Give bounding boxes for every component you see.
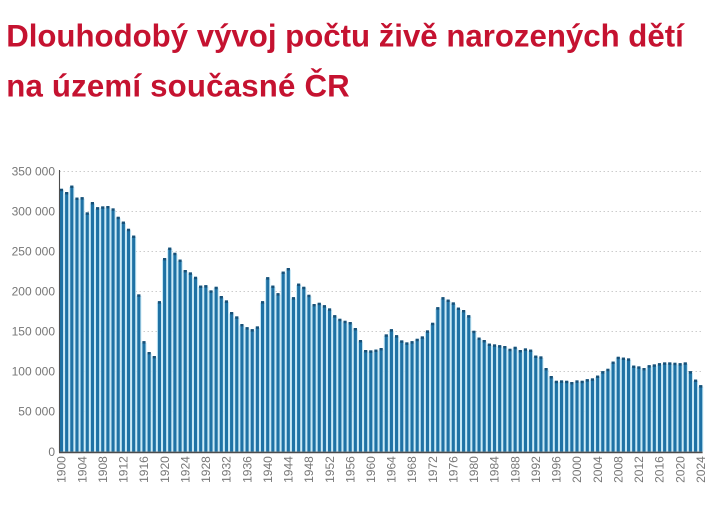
svg-text:50 000: 50 000 [18, 405, 55, 419]
svg-text:1908: 1908 [96, 456, 110, 483]
svg-text:2000: 2000 [570, 456, 584, 483]
svg-text:1920: 1920 [158, 456, 172, 483]
svg-text:1964: 1964 [385, 456, 399, 483]
svg-text:2012: 2012 [632, 456, 646, 483]
svg-text:1940: 1940 [261, 456, 275, 483]
svg-text:1924: 1924 [178, 456, 192, 483]
svg-text:300 000: 300 000 [12, 205, 56, 219]
svg-text:0: 0 [48, 445, 55, 459]
svg-text:1912: 1912 [117, 456, 131, 483]
svg-text:1988: 1988 [508, 456, 522, 483]
svg-text:2004: 2004 [591, 456, 605, 483]
svg-text:1984: 1984 [488, 456, 502, 483]
svg-text:1996: 1996 [550, 456, 564, 483]
svg-text:1956: 1956 [343, 456, 357, 483]
svg-text:1928: 1928 [199, 456, 213, 483]
svg-text:1980: 1980 [467, 456, 481, 483]
svg-text:1992: 1992 [529, 456, 543, 483]
svg-text:1968: 1968 [405, 456, 419, 483]
svg-text:2020: 2020 [673, 456, 687, 483]
svg-text:150 000: 150 000 [12, 325, 56, 339]
svg-text:100 000: 100 000 [12, 365, 56, 379]
svg-text:na území současné ČR: na území současné ČR [6, 68, 350, 104]
svg-text:250 000: 250 000 [12, 245, 56, 259]
svg-text:1904: 1904 [75, 456, 89, 483]
svg-text:2008: 2008 [611, 456, 625, 483]
svg-text:1932: 1932 [220, 456, 234, 483]
svg-text:350 000: 350 000 [12, 165, 56, 179]
svg-text:200 000: 200 000 [12, 285, 56, 299]
svg-text:1952: 1952 [323, 456, 337, 483]
svg-text:1972: 1972 [426, 456, 440, 483]
svg-text:1976: 1976 [446, 456, 460, 483]
svg-text:2024: 2024 [694, 456, 708, 483]
svg-text:1916: 1916 [137, 456, 151, 483]
svg-text:1900: 1900 [55, 456, 69, 483]
svg-text:1944: 1944 [282, 456, 296, 483]
svg-text:1960: 1960 [364, 456, 378, 483]
svg-text:1936: 1936 [240, 456, 254, 483]
svg-text:2016: 2016 [653, 456, 667, 483]
svg-text:1948: 1948 [302, 456, 316, 483]
svg-text:Dlouhodobý vývoj počtu živě na: Dlouhodobý vývoj počtu živě narozených d… [6, 19, 685, 54]
